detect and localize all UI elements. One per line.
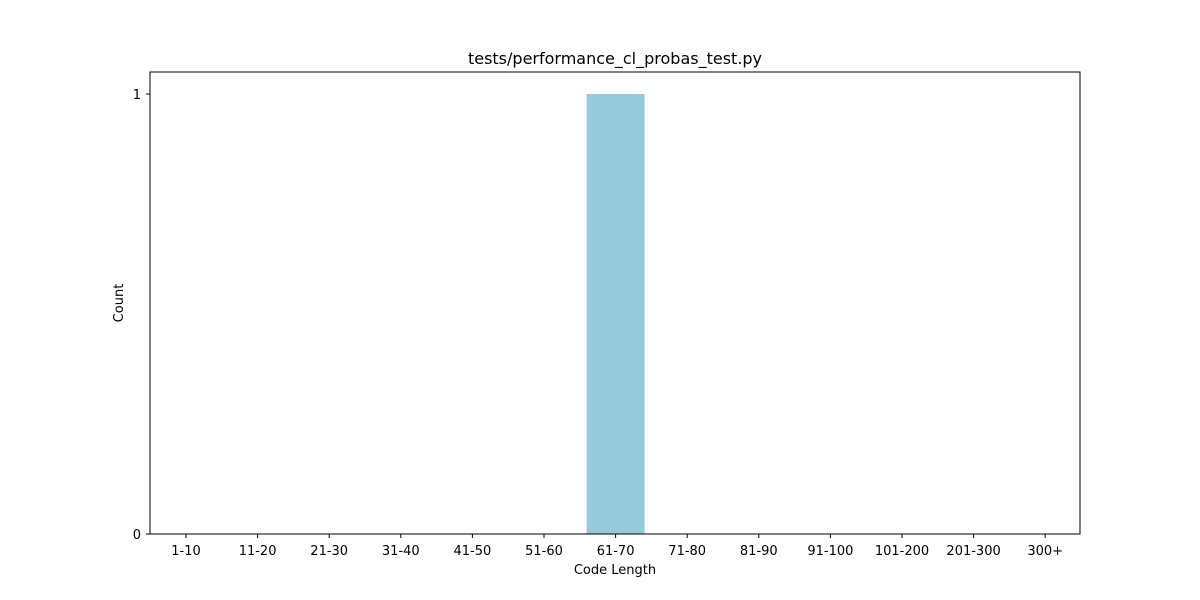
x-tick-label: 11-20 bbox=[239, 544, 277, 559]
x-tick-label: 71-80 bbox=[668, 544, 706, 559]
x-tick-label: 21-30 bbox=[310, 544, 348, 559]
x-tick-label: 61-70 bbox=[597, 544, 635, 559]
x-tick-label: 81-90 bbox=[740, 544, 778, 559]
y-axis-label: Count bbox=[112, 284, 127, 323]
x-tick-label: 201-300 bbox=[946, 544, 1000, 559]
x-axis-label: Code Length bbox=[574, 563, 656, 578]
x-tick-label: 31-40 bbox=[382, 544, 420, 559]
x-tick-label: 51-60 bbox=[525, 544, 563, 559]
x-tick-label: 300+ bbox=[1027, 544, 1063, 559]
chart-title: tests/performance_cl_probas_test.py bbox=[468, 49, 762, 69]
bar-61-70 bbox=[586, 94, 645, 534]
x-tick-label: 1-10 bbox=[171, 544, 201, 559]
y-axis-ticks: 01 bbox=[133, 88, 150, 543]
y-tick-label: 1 bbox=[133, 88, 141, 103]
y-tick-label: 0 bbox=[133, 528, 141, 543]
x-tick-label: 41-50 bbox=[454, 544, 492, 559]
bars-group bbox=[586, 94, 645, 534]
x-tick-label: 101-200 bbox=[875, 544, 929, 559]
x-axis-ticks: 1-10 11-20 21-30 31-40 41-50 51-60 61-70 71-80 8… bbox=[171, 534, 1063, 559]
plot-frame bbox=[149, 71, 1081, 535]
x-tick-label: 91-100 bbox=[807, 544, 853, 559]
